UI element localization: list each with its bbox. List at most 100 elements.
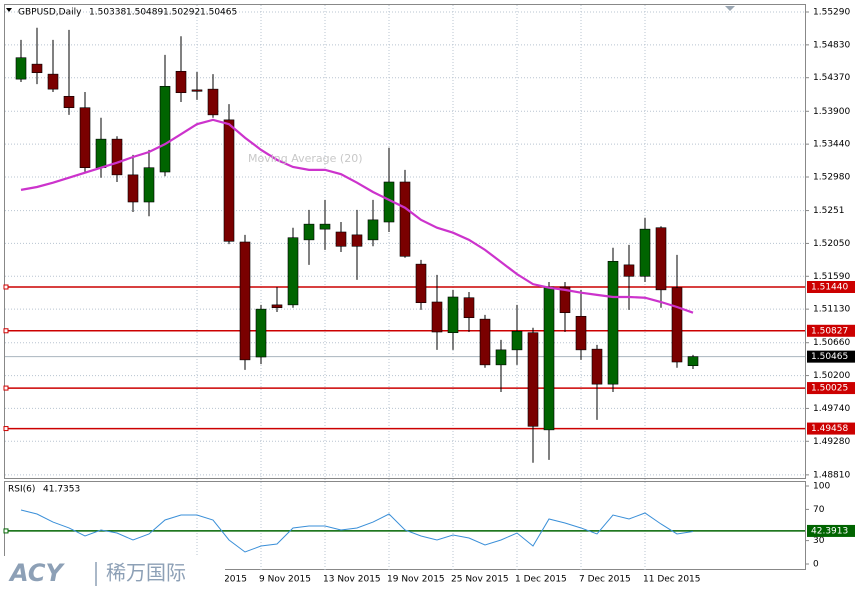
candle-body [639,228,651,277]
level-label: 1.51440 [811,283,848,293]
x-tick-label: 7 Dec 2015 [579,575,631,585]
level-label: 1.50827 [811,326,848,336]
candle-body [223,119,235,242]
candle-body [319,223,331,230]
y-tick-label: 1.5251 [813,206,845,216]
candle-body [287,237,299,306]
y-tick-label: 1.54370 [813,73,850,83]
candle-body [175,70,187,94]
shift-marker [725,6,735,11]
candle-body [511,330,523,351]
candle-body [671,287,683,363]
current-price-label: 1.50465 [811,352,848,362]
y-tick-label: 70 [813,505,825,515]
x-tick-label: 9 Nov 2015 [259,575,311,585]
candle-body [79,107,91,169]
candle-body [47,73,59,90]
candle-body [559,286,571,314]
y-tick-label: 1.49280 [813,437,850,447]
x-tick-label: 11 Dec 2015 [643,575,701,585]
y-tick-label: 1.51130 [813,305,850,315]
level-label-box [807,382,855,395]
level-marker [3,284,9,290]
rsi-title: RSI(6) [8,485,35,495]
logo-name: 稀万国际 [106,561,186,585]
candle-body [543,286,555,431]
level-marker [3,528,9,534]
rsi-line [20,509,694,553]
candle-body [447,296,459,334]
menu-arrow [6,8,12,12]
candle-body [335,231,347,247]
level-label: 1.49458 [811,424,848,434]
level-label-box [807,281,855,293]
candle-body [351,234,363,247]
level-label-box [807,524,855,537]
level-label-box [807,324,855,337]
candle-body [575,315,587,351]
candle-body [127,174,139,203]
candle-body [95,138,107,169]
candle-body [367,219,379,241]
chart-title: GBPUSD,Daily [18,8,82,18]
x-tick-label: 1 Dec 2015 [515,575,567,585]
candle-body [687,356,699,367]
candle-body [31,63,43,74]
header-low: 1.50292 [163,8,200,18]
level-label: 1.50025 [811,384,848,394]
candle-body [399,181,411,257]
candle-body [63,95,75,109]
candle-body [431,301,443,333]
candle-body [623,264,635,277]
x-tick-label: 13 Nov 2015 [323,575,381,585]
header-open: 1.50338 [89,8,126,18]
y-tick-label: 1.53900 [813,107,850,117]
candle-body [463,297,475,319]
y-tick-label: 1.49740 [813,404,850,414]
y-tick-label: 1.52980 [813,173,850,183]
y-tick-label: 1.51590 [813,272,850,282]
y-tick-label: 30 [813,536,825,546]
candle-body [607,260,619,385]
main-panel [4,4,806,479]
candle-body [527,332,539,427]
y-tick-label: 0 [813,560,819,570]
logo: ACY 稀万国际 [0,556,225,596]
candle-body [111,138,123,176]
candle-body [191,89,203,92]
level-label-box [807,422,855,435]
candle-body [303,223,315,241]
x-tick-label: 25 Nov 2015 [451,575,509,585]
x-tick-label: 19 Nov 2015 [387,575,445,585]
ma-tooltip: Moving Average (20) [248,152,363,165]
candle-body [15,57,27,80]
candle-body [143,167,155,203]
rsi-value: 41.7353 [43,485,80,495]
y-tick-label: 1.54830 [813,40,850,50]
y-tick-label: 1.52050 [813,239,850,249]
level-marker [3,426,9,432]
header-close: 1.50465 [200,8,237,18]
y-tick-label: 1.50200 [813,371,850,381]
logo-background [0,556,225,596]
rsi-panel [4,481,806,570]
y-tick-label: 100 [813,482,830,492]
level-marker [3,328,9,334]
candle-body [159,85,171,173]
candle-body [655,227,667,291]
level-label: 42.3913 [811,526,848,536]
candle-body [271,304,283,309]
candle-body [415,263,427,304]
candle-body [207,88,219,116]
candle-body [255,308,267,358]
level-marker [3,385,9,391]
candle-body [239,241,251,361]
logo-brand: ACY [8,559,65,587]
y-tick-label: 1.55290 [813,8,850,18]
candle-body [591,348,603,385]
y-tick-label: 1.48810 [813,470,850,480]
candle-body [495,349,507,366]
header-high: 1.50489 [126,8,163,18]
